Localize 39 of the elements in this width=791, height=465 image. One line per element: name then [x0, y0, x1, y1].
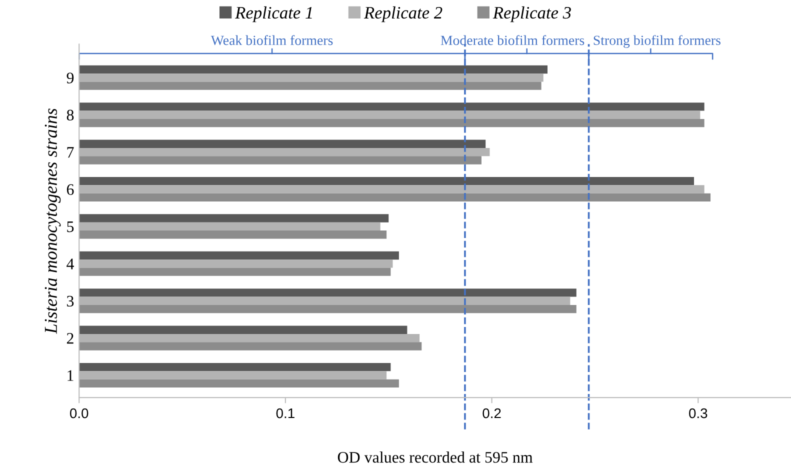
bar — [79, 304, 576, 314]
annotation: Moderate biofilm formers — [440, 35, 584, 46]
bar — [79, 326, 408, 334]
bar — [79, 230, 387, 239]
x-tick-label: 0.0 — [70, 408, 88, 418]
bar — [79, 268, 391, 276]
bar — [79, 102, 704, 111]
y-tick-label: 7 — [67, 147, 74, 158]
y-axis-title: Listeria monocytogenes strains — [44, 108, 61, 334]
bar — [79, 251, 399, 260]
y-tick-label: 1 — [68, 370, 74, 381]
x-tick-label: 0.3 — [689, 408, 708, 418]
legend-label: Replicate 2 — [364, 6, 442, 22]
y-tick-label: 5 — [67, 222, 74, 232]
bar — [79, 379, 399, 388]
x-tick-label: 0.2 — [482, 408, 501, 418]
annotation: Strong biofilm formers — [594, 35, 720, 48]
x-axis-title: OD values recorded at 595 nm — [338, 451, 533, 463]
bar — [79, 140, 486, 148]
bar — [79, 193, 711, 202]
y-tick-label: 3 — [67, 296, 74, 307]
bar — [79, 288, 576, 297]
annotation: Weak biofilm formers — [210, 35, 333, 46]
y-tick-label: 8 — [66, 110, 74, 121]
bar — [79, 118, 704, 128]
y-tick-label: 4 — [66, 258, 74, 270]
bar — [79, 65, 548, 74]
legend-label: Replicate 1 — [235, 6, 312, 22]
bar — [79, 156, 482, 164]
bar — [79, 362, 391, 372]
legend-label: Replicate 3 — [492, 6, 571, 22]
bar — [79, 82, 542, 90]
y-tick-label: 2 — [66, 333, 74, 344]
y-tick-label: 6 — [66, 184, 74, 195]
bar — [79, 342, 422, 350]
x-tick-label: 0.1 — [276, 408, 294, 418]
bar — [79, 176, 694, 186]
y-tick-label: 9 — [66, 72, 74, 84]
bar — [79, 214, 389, 222]
